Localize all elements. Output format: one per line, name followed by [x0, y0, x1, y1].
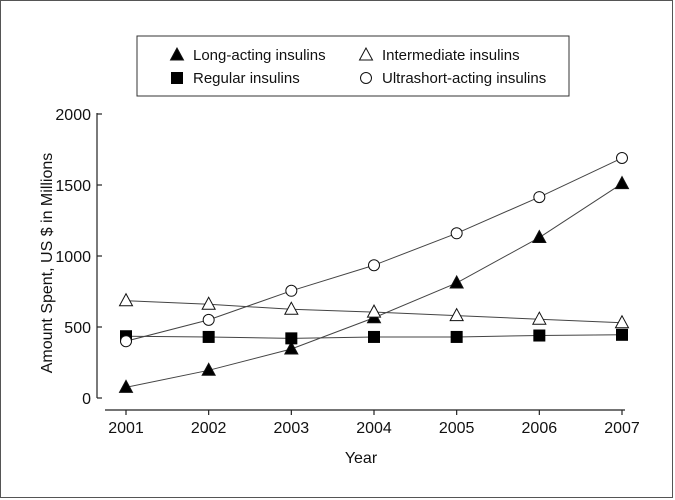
legend-label-long-acting-insulins: Long-acting insulins: [193, 47, 326, 64]
y-tick-label: 500: [64, 320, 91, 337]
x-tick-label: 2003: [274, 420, 310, 437]
x-axis-ticks: 2001 2002 2003 2004 2005 2006 2007: [108, 410, 640, 437]
x-axis-label: Year: [345, 450, 378, 467]
y-tick-label: 2000: [55, 107, 91, 124]
x-tick-label: 2007: [604, 420, 640, 437]
data-point-long-acting-insulins: [531, 229, 547, 244]
data-point-intermediate-insulins: [366, 304, 382, 318]
series-line-long-acting-insulins: [125, 183, 623, 388]
data-point-ultrashort-acting-insulins: [533, 191, 546, 204]
data-point-intermediate-insulins: [283, 301, 299, 315]
data-point-long-acting-insulins: [118, 379, 134, 393]
x-tick-label: 2006: [522, 420, 558, 437]
y-tick-label: 1000: [55, 249, 91, 266]
data-point-long-acting-insulins: [614, 175, 630, 190]
legend-label-regular-insulins: Regular insulins: [193, 70, 300, 87]
legend-marker-ultrashort-acting-insulins: [360, 72, 372, 84]
data-point-long-acting-insulins: [201, 362, 217, 376]
data-point-ultrashort-acting-insulins: [368, 259, 380, 272]
x-tick-label: 2002: [191, 420, 227, 437]
data-point-long-acting-insulins: [283, 340, 299, 355]
x-tick-label: 2001: [108, 420, 144, 437]
legend-marker-regular-insulins: [171, 72, 183, 84]
y-tick-label: 0: [82, 391, 91, 408]
plot-area: [118, 152, 630, 393]
legend-label-intermediate-insulins: Intermediate insulins: [382, 47, 520, 64]
legend-label-ultrashort-acting-insulins: Ultrashort-acting insulins: [382, 70, 546, 87]
data-point-intermediate-insulins: [614, 314, 630, 329]
data-point-intermediate-insulins: [531, 311, 547, 325]
legend-marker-intermediate-insulins: [358, 46, 374, 61]
legend-marker-long-acting-insulins: [169, 46, 185, 61]
x-tick-label: 2005: [439, 420, 475, 437]
x-tick-label: 2004: [356, 420, 392, 437]
data-point-intermediate-insulins: [201, 296, 217, 310]
data-point-regular-insulins: [533, 329, 546, 342]
y-axis-ticks: 0 500 1000 1500 2000: [55, 107, 102, 408]
data-point-ultrashort-acting-insulins: [120, 335, 132, 348]
data-point-ultrashort-acting-insulins: [285, 284, 298, 297]
y-tick-label: 1500: [55, 178, 91, 195]
y-axis-label: Amount Spent, US $ in Millions: [39, 153, 56, 374]
legend: Long-acting insulins Intermediate insulin…: [169, 46, 546, 87]
data-point-regular-insulins: [616, 328, 628, 341]
data-point-regular-insulins: [202, 330, 215, 343]
data-point-ultrashort-acting-insulins: [616, 152, 628, 165]
legend-box: [136, 35, 570, 97]
data-point-long-acting-insulins: [449, 274, 465, 289]
data-point-ultrashort-acting-insulins: [450, 227, 463, 240]
data-point-regular-insulins: [368, 330, 380, 343]
data-point-ultrashort-acting-insulins: [202, 313, 215, 326]
data-point-intermediate-insulins: [449, 307, 465, 322]
data-point-regular-insulins: [450, 330, 463, 343]
data-point-intermediate-insulins: [118, 292, 134, 307]
data-point-regular-insulins: [285, 332, 298, 345]
